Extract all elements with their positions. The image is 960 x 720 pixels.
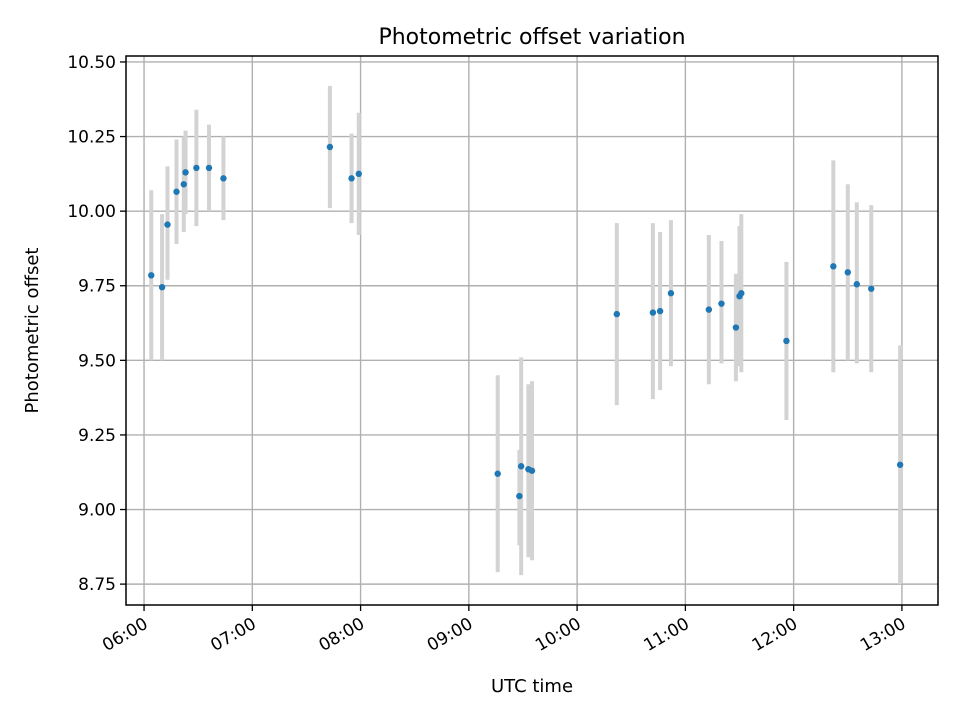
data-point <box>180 181 187 188</box>
chart-title: Photometric offset variation <box>378 25 685 50</box>
data-point <box>705 306 713 313</box>
data-point <box>649 309 657 316</box>
data-point <box>732 324 740 331</box>
data-point <box>348 175 355 182</box>
data-point <box>613 310 621 318</box>
data-point <box>667 290 675 297</box>
plot-frame <box>125 55 939 606</box>
data-point <box>783 337 790 345</box>
data-points <box>148 143 904 500</box>
data-point <box>193 164 200 172</box>
data-point <box>516 492 523 500</box>
data-point <box>528 467 536 474</box>
data-point <box>738 290 745 297</box>
y-tick-label: 10.25 <box>67 128 116 148</box>
data-point <box>173 188 180 195</box>
y-tick-label: 9.50 <box>78 351 116 371</box>
data-point <box>164 221 171 228</box>
data-point <box>148 272 155 279</box>
y-tick-label: 8.75 <box>78 575 116 595</box>
data-point <box>896 461 904 468</box>
y-axis-label: Photometric offset <box>22 248 43 414</box>
data-point <box>844 269 851 276</box>
x-axis-label: UTC time <box>491 676 573 697</box>
data-point <box>326 143 334 151</box>
y-tick-label: 9.00 <box>78 501 116 521</box>
data-point <box>158 284 166 291</box>
data-point <box>853 281 860 288</box>
data-point <box>656 307 664 315</box>
y-tick-label: 9.75 <box>78 277 116 297</box>
data-point <box>517 463 525 470</box>
data-point <box>355 170 362 178</box>
y-tick-label: 10.50 <box>67 53 116 73</box>
data-point <box>830 263 837 270</box>
data-point <box>220 175 227 182</box>
data-point <box>868 285 875 292</box>
data-point <box>718 300 725 307</box>
data-point <box>205 164 213 172</box>
y-tick-label: 10.00 <box>67 202 116 222</box>
y-tick-label: 9.25 <box>78 426 116 446</box>
data-point <box>494 470 501 477</box>
data-point <box>182 169 189 176</box>
